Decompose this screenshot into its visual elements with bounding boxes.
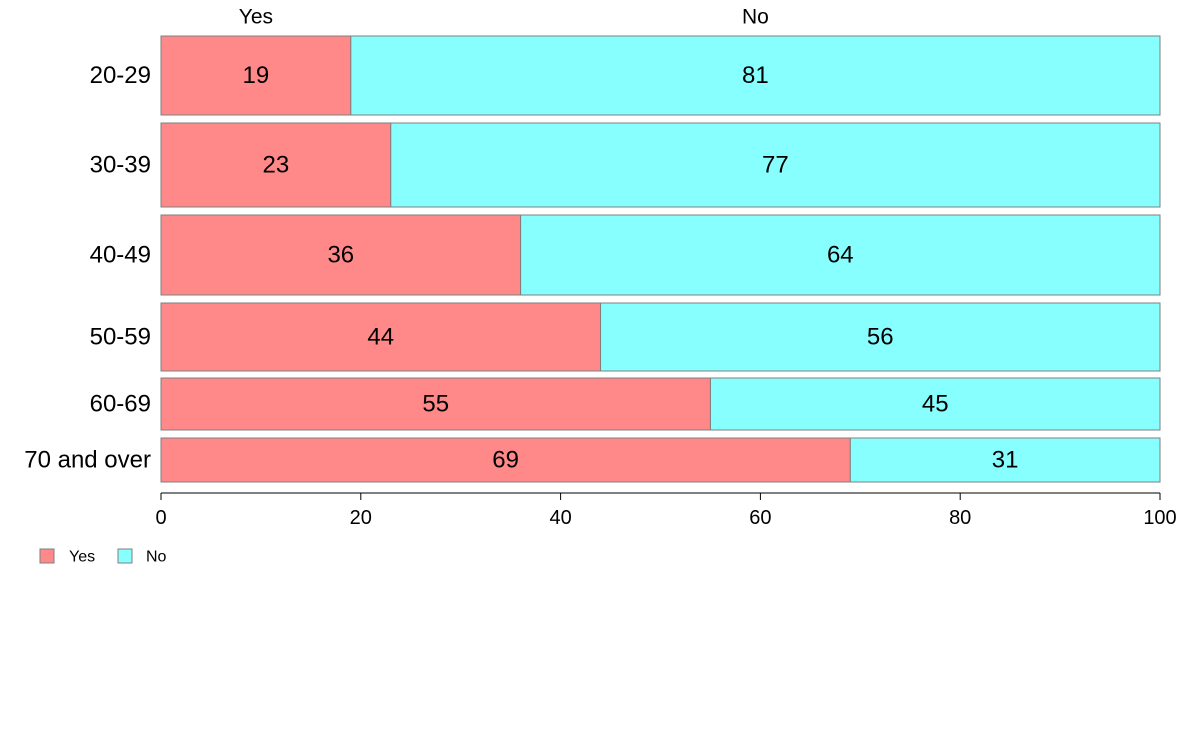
data-label: 77	[762, 152, 789, 179]
x-tick-label: 40	[549, 507, 571, 529]
data-label: 19	[243, 62, 270, 89]
x-tick-label: 20	[350, 507, 372, 529]
bar-segment-no	[520, 214, 1161, 296]
top-series-label: No	[742, 6, 769, 29]
bar-segment-no	[849, 437, 1161, 483]
legend-swatch	[117, 548, 133, 564]
category-label: 20-29	[90, 62, 151, 89]
legend-label: No	[146, 549, 167, 566]
data-label: 36	[327, 242, 354, 269]
bar-segment-yes	[160, 302, 602, 372]
top-series-label: Yes	[239, 6, 273, 29]
x-tick-label: 60	[749, 507, 771, 529]
bar-segment-no	[390, 122, 1161, 208]
bar-segment-no	[600, 302, 1161, 372]
legend: Yes No	[39, 548, 167, 566]
bar-segment-yes	[160, 122, 392, 208]
x-tick-label: 80	[949, 507, 971, 529]
bar-segment-yes	[160, 214, 522, 296]
category-label: 30-39	[90, 152, 151, 179]
bar-segment-yes	[160, 377, 711, 431]
data-label: 23	[263, 152, 290, 179]
bars-layer	[160, 35, 1161, 483]
data-label: 81	[742, 62, 769, 89]
data-label: 55	[422, 391, 449, 418]
x-axis: 0 20 40 60 80 100	[155, 492, 1177, 529]
data-label: 44	[367, 324, 394, 351]
x-tick-label: 0	[155, 507, 166, 529]
bar-segment-yes	[160, 35, 352, 116]
data-label: 56	[867, 324, 894, 351]
category-label: 40-49	[90, 242, 151, 269]
category-label: 60-69	[90, 391, 151, 418]
data-label: 64	[827, 242, 854, 269]
x-tick-label: 100	[1143, 507, 1176, 529]
legend-swatch	[39, 548, 55, 564]
labels-layer: 20-29 19 81 30-39 23 77 40-49 36 64 50-59 44 56 60-6…	[24, 6, 1018, 474]
category-label: 70 and over	[24, 447, 151, 474]
data-label: 69	[492, 447, 519, 474]
legend-label: Yes	[69, 549, 95, 566]
data-label: 45	[922, 391, 949, 418]
bar-segment-no	[350, 35, 1161, 116]
data-label: 31	[992, 447, 1019, 474]
bar-segment-no	[709, 377, 1161, 431]
category-label: 50-59	[90, 324, 151, 351]
